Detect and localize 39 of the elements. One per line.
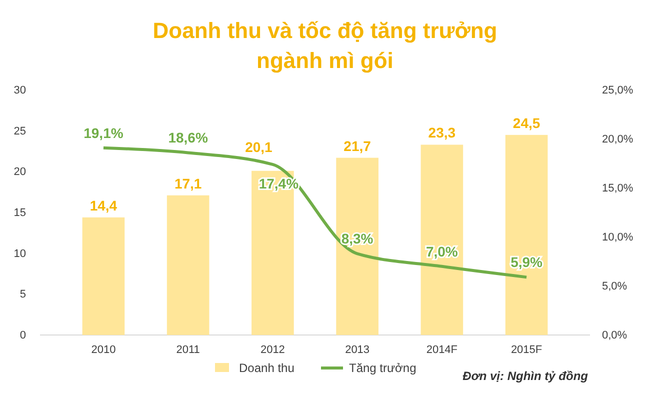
y-tick-label: 5 [20,288,26,301]
data-label: 21,7 [344,138,372,154]
x-tick-label: 2015F [510,344,542,356]
data-label: 7,0% [426,243,458,260]
y2-tick-label: 25,0% [602,84,634,97]
data-label: 17,1 [174,175,202,192]
data-label: 14,4 [90,197,118,214]
data-label: 20,1 [245,138,273,155]
data-label: 23,3 [428,124,456,141]
x-tick-label: 2010 [91,344,116,356]
data-label: 24,5 [512,114,540,131]
bar [82,217,125,335]
bar [505,134,548,335]
y-tick-label: 15 [14,207,26,220]
y2-tick-label: 10,0% [602,232,634,244]
bar [420,144,464,335]
y2-tick-label: 0,0% [602,330,628,342]
data-label: 5,9% [510,254,544,270]
y2-tick-label: 20,0% [602,134,634,146]
x-tick-label: 2011 [176,344,200,356]
legend-label: Tăng trưởng [349,361,416,375]
data-label: 19,1% [84,124,124,141]
bar [336,158,378,335]
data-label: 18,6% [168,130,208,146]
x-tick-label: 2012 [260,344,285,356]
y-tick-label: 25 [14,125,26,138]
y-tick-label: 20 [14,166,26,178]
bar [166,195,210,335]
y-tick-label: 0 [20,330,26,342]
legend-label: Doanh thu [239,361,294,375]
y-tick-label: 10 [14,248,26,260]
data-label: 8,3% [341,230,374,247]
y2-tick-label: 15,0% [602,182,634,195]
y-tick-label: 30 [14,84,26,97]
chart-title: Doanh thu và tốc độ tăng trưởng ngành mì gói [152,18,498,73]
text: Đơn vị: Nghìn tỷ đồng [462,369,589,383]
x-tick-label: 2013 [345,344,370,356]
x-tick-label: 2014F [426,344,458,356]
y2-tick-label: 5,0% [602,280,628,293]
